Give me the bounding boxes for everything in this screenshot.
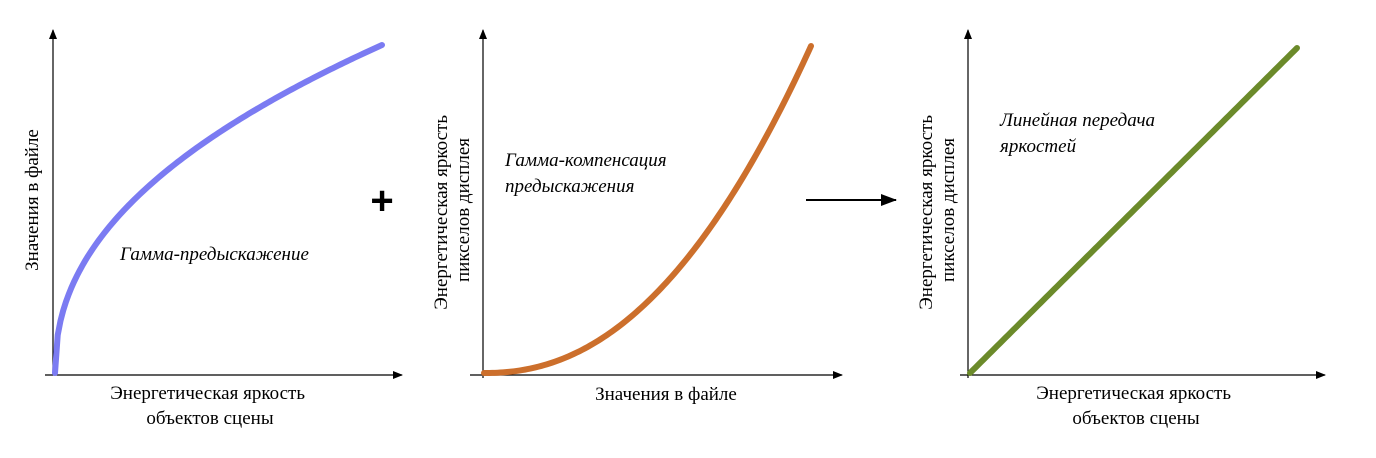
x-axis-label: Значения в файле [595, 384, 737, 405]
curve-annotation: Гамма-предыскажение [119, 244, 309, 265]
linear-curve [967, 45, 1300, 376]
y-axis-label: Значения в файле [22, 129, 43, 271]
panel-gamma-compensation: Значения в файле Энергетическая яркость … [431, 29, 843, 405]
gamma-decode-curve [481, 43, 814, 376]
curve-annotation: Гамма-компенсация предыскажения [504, 150, 671, 197]
gamma-encode-curve [52, 42, 385, 376]
panel-gamma-encoding: Энергетическая яркость объектов сцены Зн… [22, 29, 403, 429]
panel-linear-transfer: Энергетическая яркость объектов сцены Эн… [916, 29, 1326, 429]
y-axis-label: Энергетическая яркость пикселов дисплея [431, 110, 474, 309]
plus-operator: + [370, 179, 393, 223]
curve-annotation: Линейная передача яркостей [999, 110, 1160, 157]
x-axis-label: Энергетическая яркость объектов сцены [1036, 383, 1235, 429]
x-axis-label: Энергетическая яркость объектов сцены [110, 383, 309, 429]
y-axis-label: Энергетическая яркость пикселов дисплея [916, 110, 959, 309]
